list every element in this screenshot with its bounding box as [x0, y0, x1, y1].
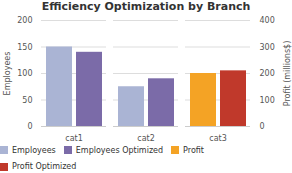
html-text:Employees Optimized: Employees Optimized [75, 145, 164, 155]
html-text:Profit: Profit [183, 145, 204, 155]
svg-text:100: 100 [17, 69, 32, 78]
svg-text:300: 300 [260, 43, 275, 52]
svg-text:200: 200 [260, 69, 275, 78]
svg-text:Profit (millions$): Profit (millions$) [283, 41, 292, 107]
svg-text:100: 100 [260, 96, 275, 105]
svg-text:0: 0 [27, 122, 32, 131]
svg-text:150: 150 [17, 43, 32, 52]
svg-text:50: 50 [22, 96, 32, 105]
html-text:Profit Optimized: Profit Optimized [12, 162, 77, 172]
svg-text:Employees: Employees [3, 52, 12, 96]
svg-text:cat2: cat2 [137, 134, 155, 142]
svg-text:cat1: cat1 [65, 134, 83, 142]
html-text:Employees: Employees [12, 145, 56, 155]
svg-text:cat3: cat3 [209, 134, 227, 142]
svg-text:400: 400 [260, 16, 275, 25]
html-text:Efficiency Optimization by Bra: Efficiency Optimization by Branch [41, 0, 251, 13]
svg-text:200: 200 [17, 16, 32, 25]
svg-text:0: 0 [260, 122, 265, 131]
